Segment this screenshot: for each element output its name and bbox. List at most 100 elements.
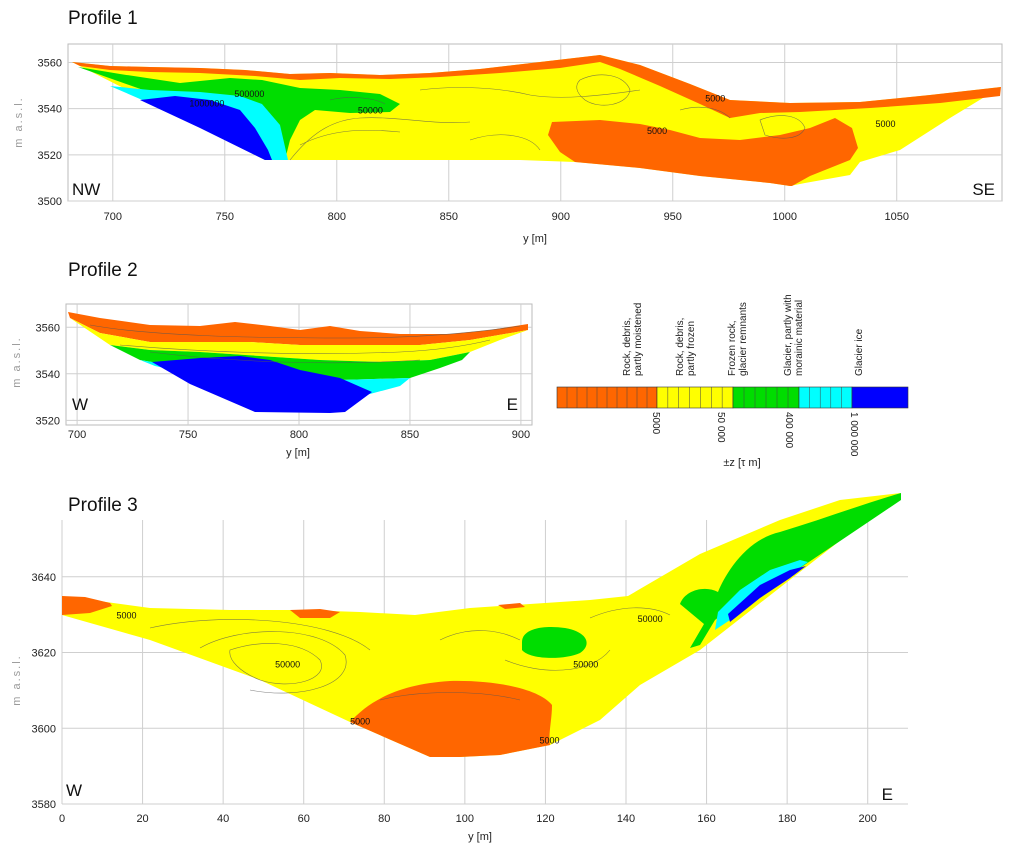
profile-1-contours [289,74,806,161]
profile-2-x-label: y [m] [286,447,310,459]
legend-boundary-label: 400 000 [783,412,794,449]
profile-2-y-ticks: 3520 3540 3560 [36,322,60,427]
profile-3-contour-labels: 5000 50000 5000 50000 50000 5000 [116,610,662,745]
x-tick-label: 160 [697,813,715,825]
profile-3-title: Profile 3 [68,495,138,516]
profile-1-title: Profile 1 [68,8,138,29]
profile-3-yellow-region [62,493,901,757]
x-tick-label: 850 [440,211,458,223]
profile-3-direction-left: W [66,781,82,800]
x-tick-label: 180 [778,813,796,825]
contour-label: 5000 [539,735,559,745]
legend-swatch [656,386,734,409]
x-tick-label: 700 [68,429,86,441]
profile-3-y-ticks: 3580 3600 3620 3640 [32,572,56,811]
profile-2-direction-left: W [72,395,88,414]
y-tick-label: 3560 [38,57,62,69]
y-tick-label: 3620 [32,648,56,660]
legend-swatch [851,386,909,409]
profile-2-section [68,312,528,413]
x-tick-label: 1000 [772,211,796,223]
legend-category-label: Rock, debris,partly frozen [675,318,697,376]
profile-1-x-ticks: 700 750 800 850 900 950 1000 1050 [104,211,909,223]
profile-3-chart: Profile 3 5000 50000 5000 50000 50000 5000 [11,493,908,843]
x-tick-label: 750 [179,429,197,441]
profile-3-contours [149,607,671,701]
legend-unit-label: ±z [τ m] [723,457,760,469]
x-tick-label: 100 [456,813,474,825]
legend-swatch [798,386,853,409]
profile-2-direction-right: E [507,395,518,414]
profile-3-section: 5000 50000 5000 50000 50000 5000 [62,493,901,757]
contour-label: 1000000 [189,98,224,108]
x-tick-label: 20 [136,813,148,825]
contour-label: 5000 [705,94,725,104]
profile-1-chart: Profile 1 1000000 500000 50000 5000 5000 5000… [13,8,1003,245]
y-tick-label: 3520 [38,150,62,162]
contour-label: 50000 [275,660,300,670]
profile-3-orange-top-b [498,603,525,609]
profile-1-blue-region [140,96,272,160]
x-tick-label: 800 [290,429,308,441]
profile-2-x-ticks: 700 750 800 850 900 [68,429,530,441]
x-tick-label: 950 [664,211,682,223]
y-tick-label: 3500 [38,196,62,208]
x-tick-label: 60 [298,813,310,825]
y-tick-label: 3600 [32,723,56,735]
profile-1-y-ticks: 3500 3520 3540 3560 [38,57,62,208]
legend-color-bar [556,386,909,409]
x-tick-label: 80 [378,813,390,825]
profile-3-x-ticks: 0 20 40 60 80 100 120 140 160 180 200 [59,813,877,825]
profile-1-direction-left: NW [72,180,100,199]
x-tick-label: 900 [552,211,570,223]
y-tick-label: 3520 [36,415,60,427]
profile-1-direction-right: SE [972,180,995,199]
x-tick-label: 850 [401,429,419,441]
legend: Rock, debris,partly moistened Rock, debri… [556,294,909,469]
x-tick-label: 40 [217,813,229,825]
profile-2-y-label: m a.s.l. [11,336,23,387]
profile-2-chart: Profile 2 700 750 800 850 900 3520 3540 3560 y… [11,260,533,459]
x-tick-label: 800 [328,211,346,223]
profile-3-orange-top-a [290,609,340,618]
profile-3-blue-right [728,566,806,622]
legend-category-label: Glacier ice [854,328,865,376]
profile-2-blue-region [152,356,372,413]
y-tick-label: 3640 [32,572,56,584]
x-tick-label: 200 [859,813,877,825]
legend-category-label: Glacier, partly withmorainic material [783,294,805,376]
contour-label: 50000 [358,105,383,115]
legend-category-labels: Rock, debris,partly moistened Rock, debri… [622,294,865,376]
x-tick-label: 900 [512,429,530,441]
profile-1-orange-body [548,118,858,186]
y-tick-label: 3540 [38,104,62,116]
profile-3-direction-right: E [882,785,893,804]
contour-label: 5000 [876,119,896,129]
contour-label: 5000 [116,610,136,620]
y-tick-label: 3560 [36,322,60,334]
profile-1-contour-labels: 1000000 500000 50000 5000 5000 5000 [189,89,895,136]
profile-1-y-label: m a.s.l. [13,96,25,147]
legend-boundary-label: 1 000 000 [848,412,859,457]
y-tick-label: 3580 [32,799,56,811]
contour-label: 500000 [234,89,264,99]
x-tick-label: 0 [59,813,65,825]
profile-3-x-label: y [m] [468,831,492,843]
contour-label: 5000 [647,126,667,136]
profile-2-title: Profile 2 [68,260,138,281]
legend-category-label: Rock, debris,partly moistened [622,303,644,376]
contour-label: 50000 [638,614,663,624]
profile-3-orange-topleft [62,596,112,615]
y-tick-label: 3540 [36,369,60,381]
profile-3-green-blob [522,626,587,658]
legend-category-label: Frozen rock,glacier remnants [727,302,749,376]
legend-boundary-label: 50 000 [715,412,726,443]
x-tick-label: 120 [536,813,554,825]
x-tick-label: 140 [617,813,635,825]
profile-2-contours [89,324,521,364]
x-tick-label: 700 [104,211,122,223]
profile-3-y-label: m a.s.l. [11,654,23,705]
profile-1-section: 1000000 500000 50000 5000 5000 5000 [72,55,1001,186]
profile-1-orange-surface [72,55,1001,118]
